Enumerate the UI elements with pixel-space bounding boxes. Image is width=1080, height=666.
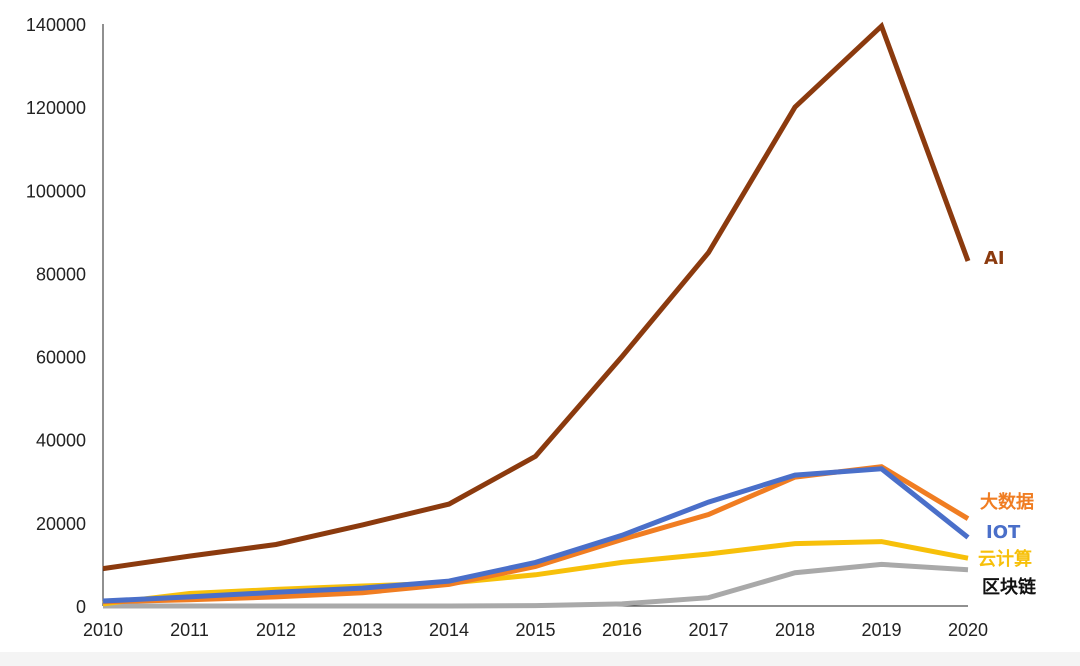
x-tick-label: 2019 [861, 620, 901, 640]
series-line [102, 466, 970, 604]
x-tick-label: 2020 [948, 620, 988, 640]
series-line [102, 21, 971, 572]
x-tick-label: 2016 [602, 620, 642, 640]
x-tick-label: 2013 [342, 620, 382, 640]
series-line [103, 561, 969, 609]
series-label: AI [984, 248, 1005, 269]
x-tick-label: 2015 [515, 620, 555, 640]
series-label: 区块链 [982, 576, 1037, 598]
series-label: IOT [986, 522, 1021, 543]
y-tick-label: 20000 [36, 514, 86, 534]
y-tick-labels: 0 20000 40000 60000 80000 100000 120000 140000 [26, 15, 86, 617]
series-lines [102, 21, 971, 609]
series-label: 大数据 [980, 491, 1034, 513]
series-line [102, 464, 970, 605]
y-tick-label: 40000 [36, 431, 86, 451]
y-tick-label: 0 [76, 597, 86, 617]
x-tick-label: 2010 [83, 620, 123, 640]
axes [102, 24, 968, 607]
series-label: 云计算 [978, 548, 1032, 570]
y-tick-label: 100000 [26, 181, 86, 201]
y-tick-label: 80000 [36, 264, 86, 284]
bottom-band [0, 652, 1080, 666]
x-tick-label: 2018 [775, 620, 815, 640]
y-tick-label: 140000 [26, 15, 86, 35]
x-tick-label: 2014 [429, 620, 469, 640]
x-tick-label: 2017 [688, 620, 728, 640]
series-line [102, 539, 969, 607]
y-tick-label: 120000 [26, 98, 86, 118]
x-tick-label: 2012 [256, 620, 296, 640]
y-tick-label: 60000 [36, 348, 86, 368]
x-tick-label: 2011 [170, 620, 209, 640]
x-tick-labels: 2010 2011 2012 2013 2014 2015 2016 2017 2018 2019… [83, 620, 988, 640]
